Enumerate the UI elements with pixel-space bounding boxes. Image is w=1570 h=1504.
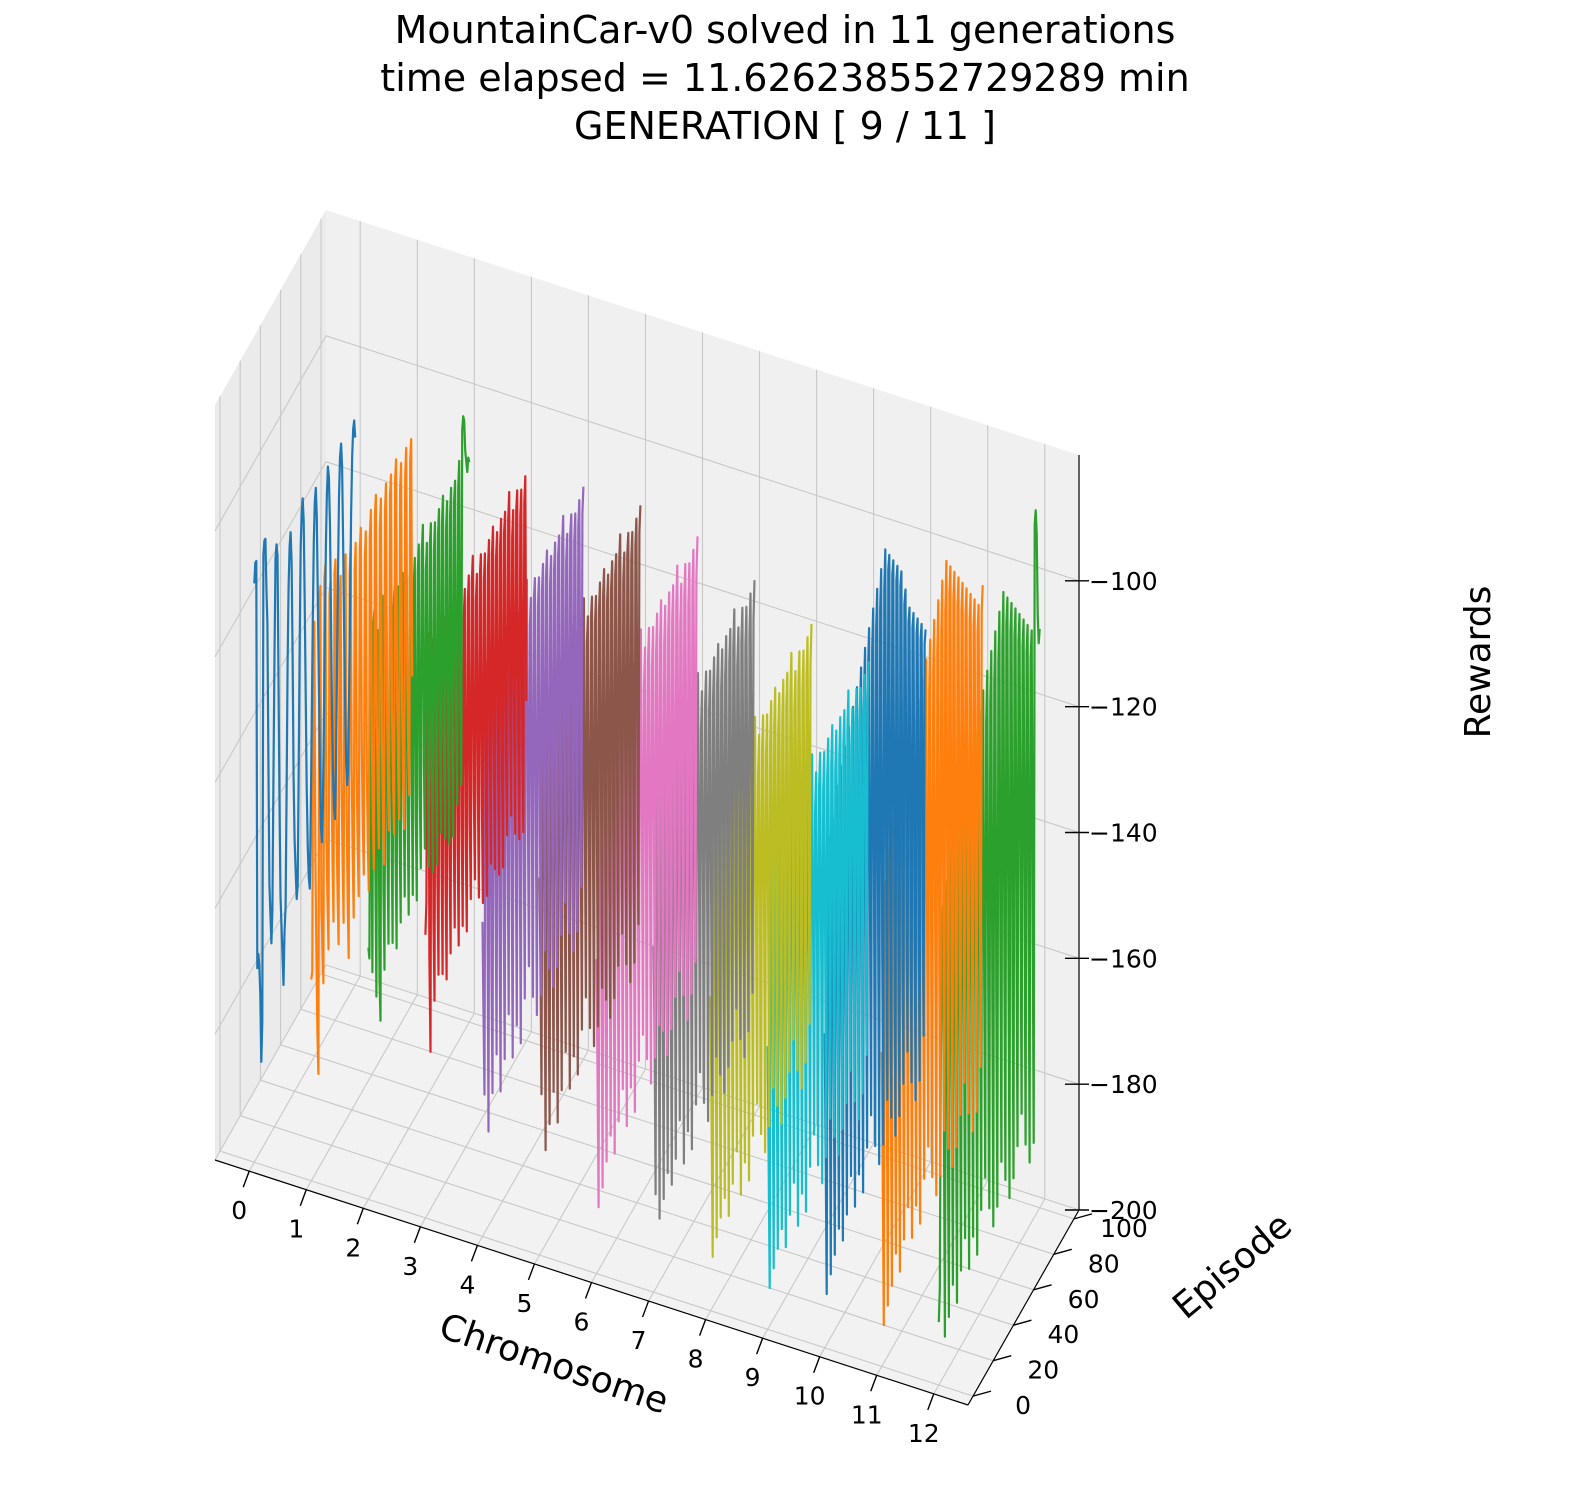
z-tick-label: −120: [1089, 693, 1158, 722]
series-line-chromosome-3: [424, 475, 528, 1053]
z-tick-label: −180: [1089, 1070, 1158, 1099]
tick-labels: 0123456789101112020406080100−100−120−140…: [231, 567, 1157, 1448]
grid-lines: [214, 218, 1080, 1397]
y-tick-mark: [972, 1390, 992, 1397]
z-gridline: [214, 335, 1080, 582]
z-tick-label: −140: [1089, 819, 1158, 848]
z-gridline: [214, 461, 1080, 708]
x-tick-label: 10: [794, 1382, 826, 1411]
x-tick-label: 3: [402, 1252, 418, 1281]
x-tick-label: 7: [631, 1326, 647, 1355]
x-tick-label: 6: [574, 1308, 590, 1337]
z-tick-label: −100: [1089, 567, 1158, 596]
y-tick-label: 80: [1088, 1249, 1120, 1278]
z-tick-label: −160: [1089, 944, 1158, 973]
x-tick-mark: [242, 1170, 250, 1188]
x-tick-mark: [356, 1208, 364, 1225]
series-line-chromosome-1: [310, 438, 414, 1076]
x-tick-mark: [299, 1189, 307, 1206]
x-tick-label: 12: [908, 1419, 940, 1448]
x-tick-mark: [413, 1226, 422, 1244]
chart-title-line-2: time elapsed = 11.626238552729289 min: [380, 56, 1189, 100]
x-axis-label: Chromosome: [434, 1306, 673, 1423]
axis-lines: [214, 455, 1093, 1411]
y-tick-mark: [1033, 1284, 1052, 1291]
z-axis-label: Rewards: [1458, 586, 1499, 739]
x-tick-mark: [927, 1393, 935, 1411]
y-tick-mark: [1053, 1248, 1072, 1255]
series-line-chromosome-0: [253, 419, 357, 1063]
y-axis-line: [967, 1209, 1080, 1406]
x-tick-mark: [470, 1245, 479, 1262]
x-tick-mark: [584, 1282, 593, 1299]
chart-title-line-3: GENERATION [ 9 / 11 ]: [574, 104, 996, 148]
x-tick-mark: [698, 1319, 707, 1336]
x-tick-label: 1: [288, 1215, 304, 1244]
x-tick-label: 2: [345, 1233, 361, 1262]
x-tick-mark: [527, 1263, 536, 1281]
x-tick-label: 4: [459, 1270, 475, 1299]
y-axis-label: Episode: [1165, 1205, 1300, 1327]
x-tick-mark: [755, 1337, 764, 1355]
y-tick-mark: [1073, 1213, 1093, 1220]
x-tick-label: 5: [517, 1289, 533, 1318]
x-tick-label: 8: [688, 1345, 704, 1374]
x-tick-label: 0: [231, 1196, 247, 1225]
y-tick-label: 40: [1048, 1320, 1080, 1349]
x-tick-label: 11: [851, 1400, 883, 1429]
y-tick-mark: [993, 1355, 1012, 1362]
y-tick-label: 0: [1015, 1391, 1031, 1420]
chart-title-line-1: MountainCar-v0 solved in 11 generations: [395, 8, 1176, 52]
y-tick-label: 20: [1027, 1356, 1059, 1385]
x-tick-mark: [813, 1356, 821, 1373]
z-tick-label: −200: [1089, 1196, 1158, 1225]
x-tick-mark: [641, 1300, 650, 1318]
x-tick-label: 9: [745, 1363, 761, 1392]
x-tick-mark: [870, 1375, 878, 1392]
y-tick-label: 100: [1100, 1214, 1148, 1243]
y-tick-mark: [1013, 1319, 1032, 1326]
y-tick-label: 60: [1068, 1285, 1100, 1314]
series-lines: [253, 415, 1041, 1338]
